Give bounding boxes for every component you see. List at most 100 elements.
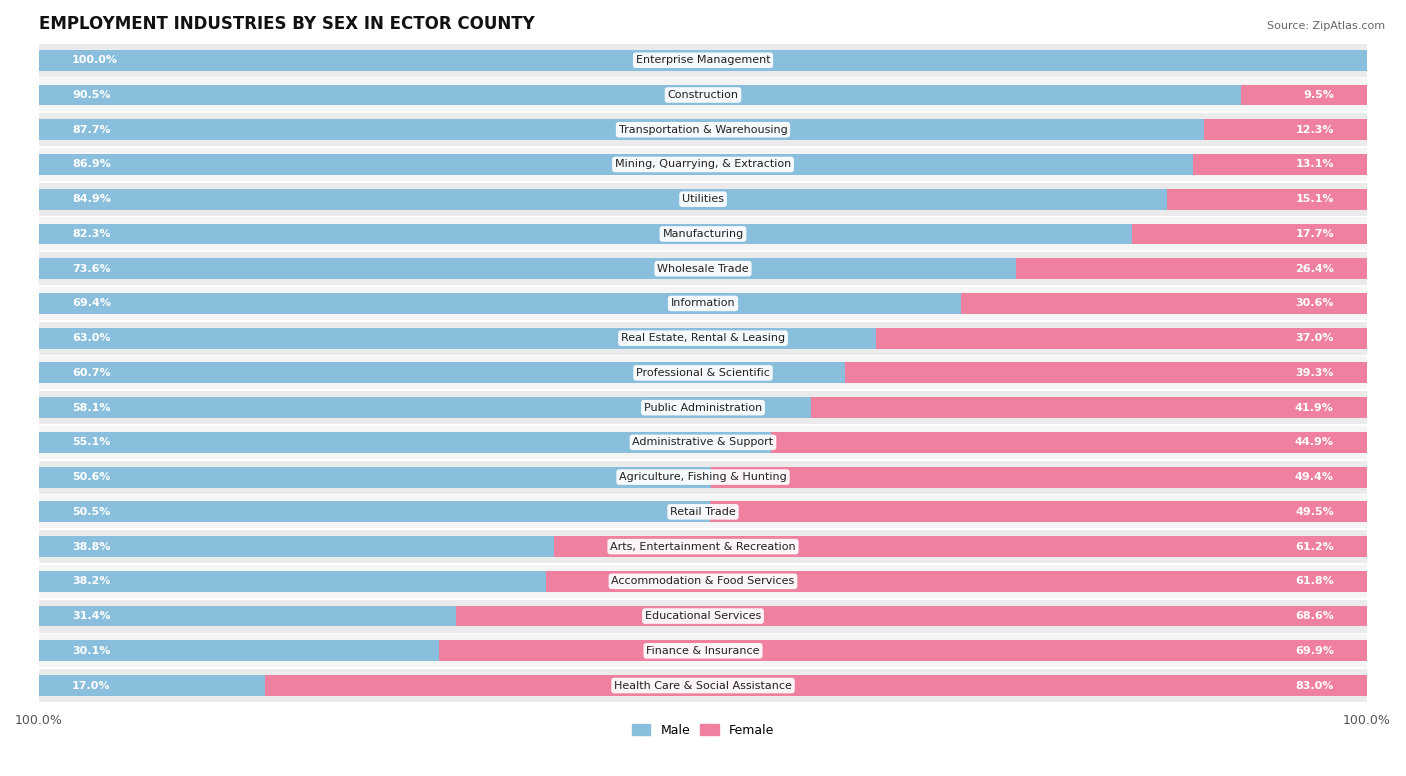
Text: 38.8%: 38.8% bbox=[72, 542, 111, 552]
Text: Construction: Construction bbox=[668, 90, 738, 100]
Text: 61.8%: 61.8% bbox=[1295, 577, 1334, 587]
Text: Agriculture, Fishing & Hunting: Agriculture, Fishing & Hunting bbox=[619, 472, 787, 482]
Text: Information: Information bbox=[671, 299, 735, 308]
Text: 86.9%: 86.9% bbox=[72, 160, 111, 169]
Text: 87.7%: 87.7% bbox=[72, 125, 111, 135]
Bar bbox=[39, 466, 711, 487]
Legend: Male, Female: Male, Female bbox=[627, 719, 779, 742]
Text: 9.5%: 9.5% bbox=[1303, 90, 1334, 100]
Text: Professional & Scientific: Professional & Scientific bbox=[636, 368, 770, 378]
Text: 69.4%: 69.4% bbox=[72, 299, 111, 308]
Text: 63.0%: 63.0% bbox=[72, 333, 111, 343]
Bar bbox=[711, 466, 1367, 487]
Bar bbox=[456, 605, 1367, 626]
Text: 61.2%: 61.2% bbox=[1295, 542, 1334, 552]
Text: Educational Services: Educational Services bbox=[645, 611, 761, 621]
Bar bbox=[876, 327, 1367, 348]
Bar bbox=[39, 669, 1367, 702]
Bar bbox=[770, 432, 1367, 452]
Bar bbox=[264, 675, 1367, 696]
Text: Mining, Quarrying, & Extraction: Mining, Quarrying, & Extraction bbox=[614, 160, 792, 169]
Text: Administrative & Support: Administrative & Support bbox=[633, 438, 773, 448]
Text: 100.0%: 100.0% bbox=[72, 55, 118, 65]
Text: 50.5%: 50.5% bbox=[72, 507, 111, 517]
Bar bbox=[1167, 189, 1367, 210]
Text: 58.1%: 58.1% bbox=[72, 403, 111, 413]
Bar bbox=[39, 565, 1367, 598]
Bar bbox=[39, 120, 1204, 140]
Text: Retail Trade: Retail Trade bbox=[671, 507, 735, 517]
Bar bbox=[39, 461, 1367, 494]
Text: 60.7%: 60.7% bbox=[72, 368, 111, 378]
Bar bbox=[39, 327, 876, 348]
Text: 73.6%: 73.6% bbox=[72, 264, 111, 274]
Bar bbox=[39, 293, 960, 314]
Text: Enterprise Management: Enterprise Management bbox=[636, 55, 770, 65]
Bar bbox=[39, 43, 1367, 77]
Text: 49.4%: 49.4% bbox=[1295, 472, 1334, 482]
Text: Public Administration: Public Administration bbox=[644, 403, 762, 413]
Bar bbox=[39, 182, 1367, 216]
Text: Accommodation & Food Services: Accommodation & Food Services bbox=[612, 577, 794, 587]
Text: 49.5%: 49.5% bbox=[1295, 507, 1334, 517]
Bar bbox=[1017, 258, 1367, 279]
Text: 69.9%: 69.9% bbox=[1295, 646, 1334, 656]
Bar bbox=[39, 397, 811, 418]
Text: 17.7%: 17.7% bbox=[1295, 229, 1334, 239]
Text: EMPLOYMENT INDUSTRIES BY SEX IN ECTOR COUNTY: EMPLOYMENT INDUSTRIES BY SEX IN ECTOR CO… bbox=[39, 15, 534, 33]
Bar bbox=[39, 258, 1017, 279]
Bar bbox=[1204, 120, 1367, 140]
Bar bbox=[1241, 85, 1367, 106]
Bar bbox=[39, 85, 1241, 106]
Text: 68.6%: 68.6% bbox=[1295, 611, 1334, 621]
Text: 30.6%: 30.6% bbox=[1295, 299, 1334, 308]
Bar bbox=[710, 501, 1367, 522]
Text: 37.0%: 37.0% bbox=[1295, 333, 1334, 343]
Bar bbox=[39, 391, 1367, 424]
Text: Finance & Insurance: Finance & Insurance bbox=[647, 646, 759, 656]
Bar bbox=[39, 432, 770, 452]
Text: 90.5%: 90.5% bbox=[72, 90, 111, 100]
Bar bbox=[39, 322, 1367, 355]
Bar bbox=[39, 252, 1367, 286]
Text: Wholesale Trade: Wholesale Trade bbox=[657, 264, 749, 274]
Text: 50.6%: 50.6% bbox=[72, 472, 111, 482]
Text: 26.4%: 26.4% bbox=[1295, 264, 1334, 274]
Bar bbox=[39, 113, 1367, 146]
Text: Real Estate, Rental & Leasing: Real Estate, Rental & Leasing bbox=[621, 333, 785, 343]
Bar bbox=[39, 154, 1194, 175]
Bar bbox=[39, 605, 456, 626]
Bar bbox=[39, 634, 1367, 667]
Bar bbox=[39, 600, 1367, 632]
Text: 82.3%: 82.3% bbox=[72, 229, 111, 239]
Bar bbox=[39, 501, 710, 522]
Bar bbox=[39, 356, 1367, 390]
Bar bbox=[39, 530, 1367, 563]
Bar bbox=[39, 78, 1367, 112]
Text: Arts, Entertainment & Recreation: Arts, Entertainment & Recreation bbox=[610, 542, 796, 552]
Text: Manufacturing: Manufacturing bbox=[662, 229, 744, 239]
Text: Health Care & Social Assistance: Health Care & Social Assistance bbox=[614, 681, 792, 691]
Bar bbox=[39, 217, 1367, 251]
Text: 84.9%: 84.9% bbox=[72, 194, 111, 204]
Bar bbox=[39, 426, 1367, 459]
Bar bbox=[39, 223, 1132, 244]
Text: 12.3%: 12.3% bbox=[1295, 125, 1334, 135]
Bar bbox=[439, 640, 1367, 661]
Text: Transportation & Warehousing: Transportation & Warehousing bbox=[619, 125, 787, 135]
Text: 31.4%: 31.4% bbox=[72, 611, 111, 621]
Text: 39.3%: 39.3% bbox=[1295, 368, 1334, 378]
Bar bbox=[547, 571, 1367, 592]
Text: Utilities: Utilities bbox=[682, 194, 724, 204]
Bar bbox=[39, 536, 554, 557]
Bar bbox=[39, 189, 1167, 210]
Bar bbox=[960, 293, 1367, 314]
Text: 55.1%: 55.1% bbox=[72, 438, 111, 448]
Bar bbox=[1132, 223, 1367, 244]
Bar bbox=[39, 148, 1367, 181]
Text: 15.1%: 15.1% bbox=[1295, 194, 1334, 204]
Bar bbox=[39, 50, 1367, 71]
Bar bbox=[39, 675, 264, 696]
Text: 13.1%: 13.1% bbox=[1295, 160, 1334, 169]
Text: 17.0%: 17.0% bbox=[72, 681, 111, 691]
